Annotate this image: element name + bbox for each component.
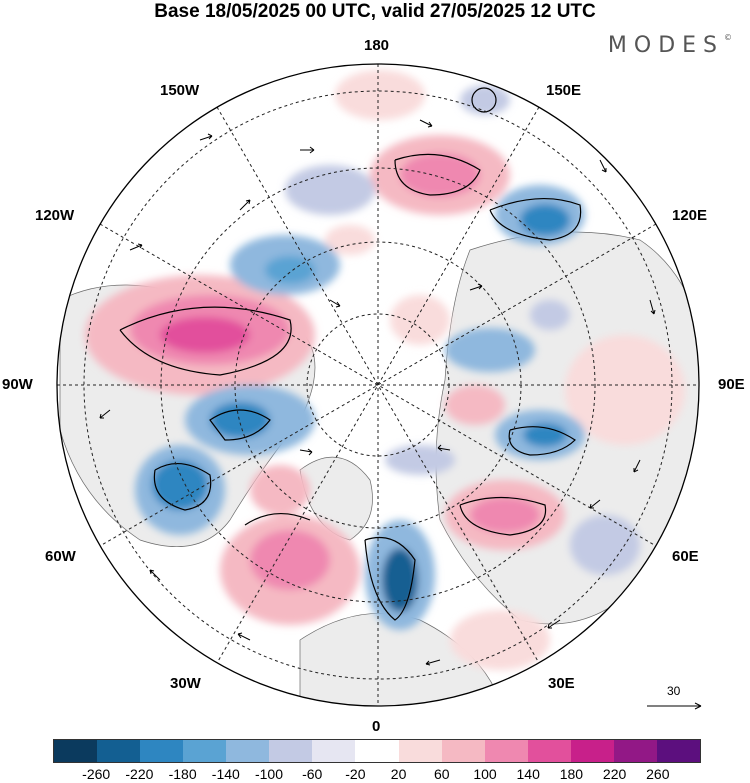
colorbar-tick-label: 220	[602, 766, 627, 782]
negative-anomaly	[530, 300, 570, 330]
reference-vector-label: 30	[667, 684, 681, 698]
colorbar-tick-label: 20	[390, 766, 407, 782]
colorbar-swatch	[54, 740, 98, 762]
positive-anomaly	[445, 385, 505, 425]
map-boundary	[56, 63, 700, 707]
lon-label-0: 0	[372, 718, 381, 735]
colorbar-swatch	[183, 740, 227, 762]
lon-label-30e: 30E	[548, 675, 575, 692]
negative-anomaly	[210, 402, 270, 438]
modes-logo: MODES©	[607, 33, 732, 58]
colorbar-swatch	[570, 740, 614, 762]
colorbar-tick-label: 60	[434, 766, 450, 782]
colorbar-swatch	[613, 740, 657, 762]
negative-anomaly	[570, 515, 640, 575]
colorbar-tick-label: -140	[211, 766, 240, 782]
colorbar-swatch	[97, 740, 141, 762]
colorbar-tick-label: 100	[473, 766, 497, 782]
colorbar-swatch	[312, 740, 356, 762]
colorbar-swatch	[656, 740, 700, 762]
negative-anomaly	[523, 423, 567, 447]
colorbar-tick-label: 260	[646, 766, 670, 782]
colorbar	[53, 739, 701, 763]
negative-anomaly	[460, 85, 510, 115]
negative-anomaly	[445, 328, 535, 372]
negative-anomaly	[520, 204, 570, 236]
colorbar-swatch	[226, 740, 270, 762]
negative-anomaly	[285, 165, 375, 215]
colorbar-tick-label: -220	[125, 766, 154, 782]
colorbar-tick-label: -260	[82, 766, 111, 782]
lon-label-150w: 150W	[160, 82, 200, 99]
lon-label-90e: 90E	[718, 376, 745, 393]
lon-label-60e: 60E	[672, 548, 699, 565]
polar-stereographic-map	[56, 63, 700, 707]
anomaly-field	[85, 70, 685, 670]
colorbar-tick-label: -20	[345, 766, 366, 782]
colorbar-swatch	[484, 740, 528, 762]
positive-anomaly	[250, 530, 330, 590]
colorbar-swatch	[269, 740, 313, 762]
colorbar-tick-label: -100	[254, 766, 284, 782]
positive-anomaly	[390, 295, 450, 345]
positive-anomaly	[160, 317, 250, 353]
positive-anomaly	[335, 70, 425, 120]
lon-label-120e: 120E	[672, 207, 708, 224]
colorbar-swatch	[527, 740, 571, 762]
colorbar-swatch	[441, 740, 485, 762]
height-contours	[119, 87, 582, 621]
lon-label-180: 180	[364, 37, 390, 54]
positive-anomaly	[565, 335, 685, 445]
positive-anomaly	[400, 153, 480, 197]
map-title: Base 18/05/2025 00 UTC, valid 27/05/2025…	[154, 1, 596, 22]
colorbar-ticks: -260 -220 -180 -140 -100 -60 -20 20 60 100 140 180 2…	[0, 766, 750, 783]
colorbar-swatch	[140, 740, 184, 762]
positive-anomaly	[250, 465, 310, 515]
lon-label-60w: 60W	[45, 548, 76, 565]
negative-anomaly	[152, 460, 208, 510]
lon-label-90w: 90W	[2, 376, 33, 393]
colorbar-tick-label: -180	[168, 766, 197, 782]
graticule	[57, 64, 699, 706]
colorbar-swatch	[355, 740, 399, 762]
colorbar-tick-label: 140	[516, 766, 540, 782]
lon-label-150e: 150E	[546, 82, 582, 99]
colorbar-tick-label: -60	[302, 766, 323, 782]
negative-anomaly	[385, 445, 455, 475]
colorbar-tick-label: 180	[559, 766, 584, 782]
lon-label-30w: 30W	[170, 675, 201, 692]
lon-label-120w: 120W	[35, 207, 75, 224]
positive-anomaly	[470, 497, 540, 533]
reference-vector: 30	[643, 684, 705, 714]
colorbar-swatch	[398, 740, 442, 762]
positive-anomaly	[450, 610, 550, 670]
